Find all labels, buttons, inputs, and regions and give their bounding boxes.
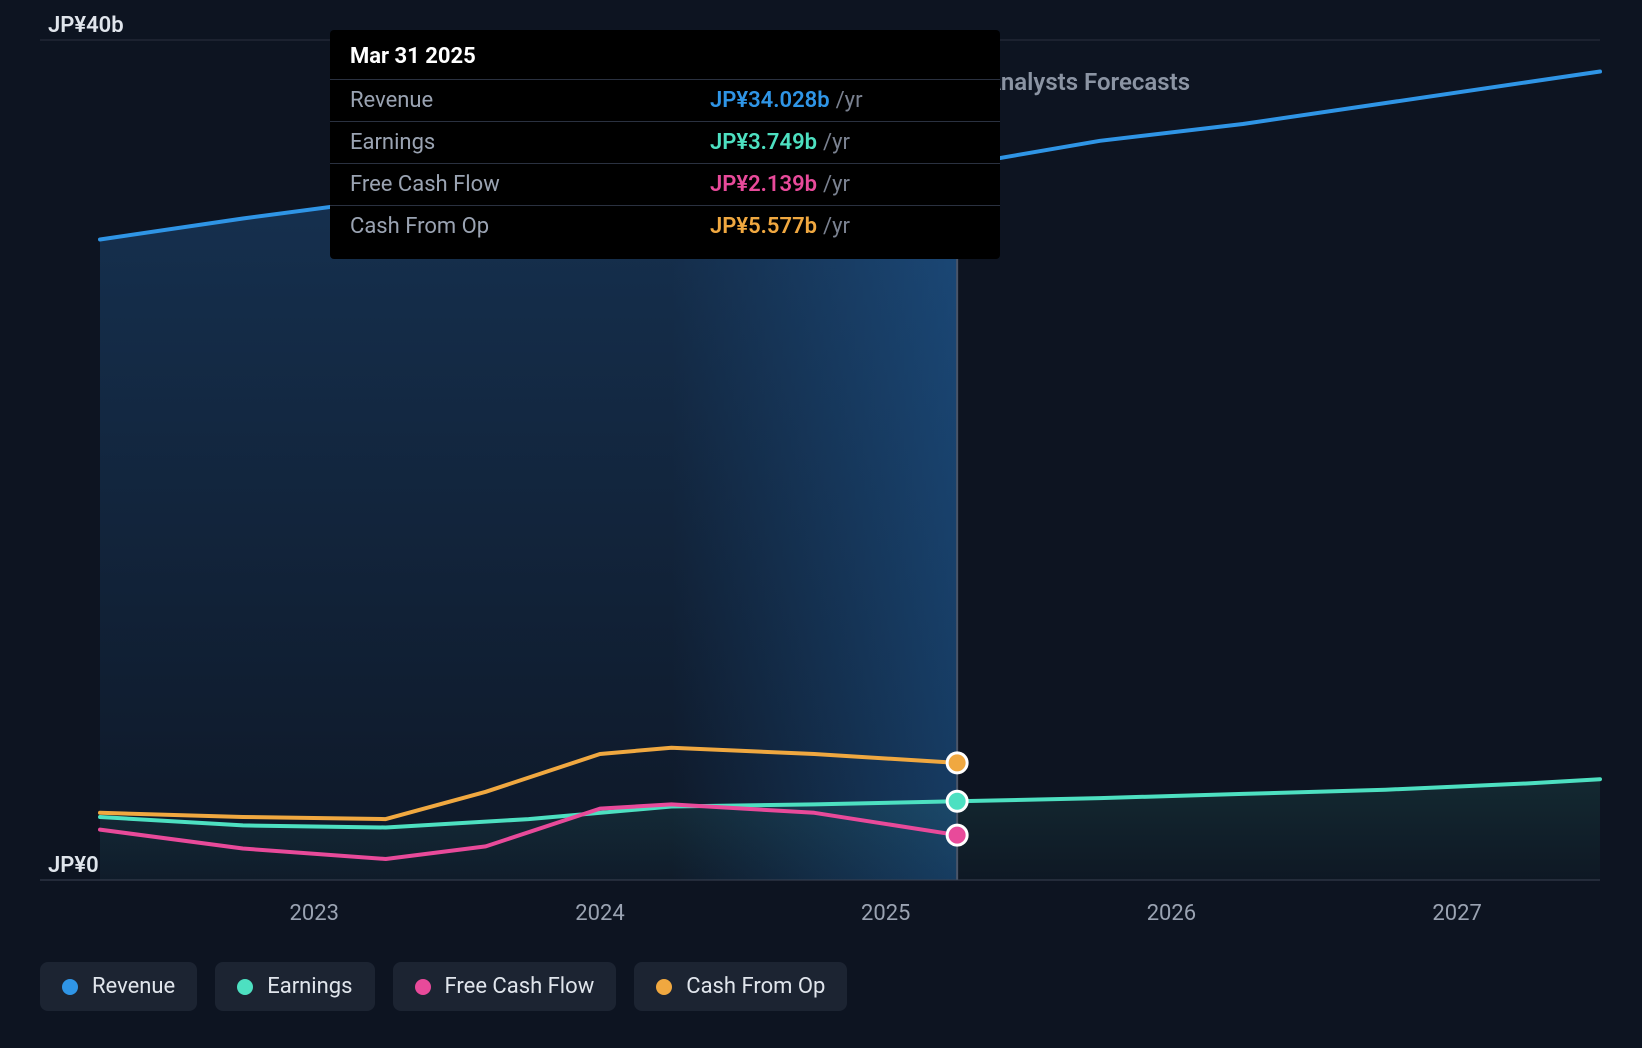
- forecast-label: Analysts Forecasts: [985, 68, 1190, 96]
- legend-item-earnings[interactable]: Earnings: [215, 962, 374, 1011]
- x-tick-label: 2026: [1147, 901, 1196, 926]
- x-tick-label: 2024: [575, 901, 624, 926]
- tooltip-row-unit: /yr: [836, 88, 863, 113]
- revenue-area: [100, 165, 957, 880]
- legend-item-label: Earnings: [267, 974, 352, 999]
- chart-legend: Revenue Earnings Free Cash Flow Cash From O…: [40, 962, 847, 1011]
- x-tick-label: 2027: [1432, 901, 1481, 926]
- legend-dot-icon: [415, 979, 431, 995]
- tooltip-row-value: JP¥5.577b: [710, 214, 817, 239]
- legend-dot-icon: [237, 979, 253, 995]
- x-tick-label: 2025: [861, 901, 910, 926]
- y-tick-label: JP¥0: [48, 853, 99, 878]
- tooltip-row-value: JP¥3.749b: [710, 130, 817, 155]
- legend-item-label: Free Cash Flow: [445, 974, 595, 999]
- tooltip-row-unit: /yr: [823, 130, 850, 155]
- tooltip-row-label: Free Cash Flow: [350, 172, 710, 197]
- tooltip-row: RevenueJP¥34.028b/yr: [330, 79, 1000, 121]
- earnings-marker: [947, 791, 967, 811]
- tooltip-row: Free Cash FlowJP¥2.139b/yr: [330, 163, 1000, 205]
- x-tick-label: 2023: [290, 901, 339, 926]
- legend-item-free-cash-flow[interactable]: Free Cash Flow: [393, 962, 617, 1011]
- chart-tooltip: Mar 31 2025 RevenueJP¥34.028b/yrEarnings…: [330, 30, 1000, 259]
- tooltip-row: Cash From OpJP¥5.577b/yr: [330, 205, 1000, 247]
- tooltip-row-value: JP¥2.139b: [710, 172, 817, 197]
- y-tick-label: JP¥40b: [48, 13, 124, 38]
- tooltip-row-label: Cash From Op: [350, 214, 710, 239]
- tooltip-row: EarningsJP¥3.749b/yr: [330, 121, 1000, 163]
- tooltip-date: Mar 31 2025: [330, 44, 1000, 79]
- tooltip-row-value: JP¥34.028b: [710, 88, 830, 113]
- legend-item-revenue[interactable]: Revenue: [40, 962, 197, 1011]
- financial-chart[interactable]: PastAnalysts ForecastsJP¥0JP¥40b20232024…: [0, 0, 1642, 1048]
- legend-dot-icon: [656, 979, 672, 995]
- tooltip-row-unit: /yr: [823, 214, 850, 239]
- tooltip-row-label: Revenue: [350, 88, 710, 113]
- tooltip-row-unit: /yr: [823, 172, 850, 197]
- cash_from_op-marker: [947, 753, 967, 773]
- free_cash_flow-marker: [947, 825, 967, 845]
- legend-item-label: Cash From Op: [686, 974, 825, 999]
- legend-dot-icon: [62, 979, 78, 995]
- legend-item-label: Revenue: [92, 974, 175, 999]
- legend-item-cash-from-op[interactable]: Cash From Op: [634, 962, 847, 1011]
- tooltip-row-label: Earnings: [350, 130, 710, 155]
